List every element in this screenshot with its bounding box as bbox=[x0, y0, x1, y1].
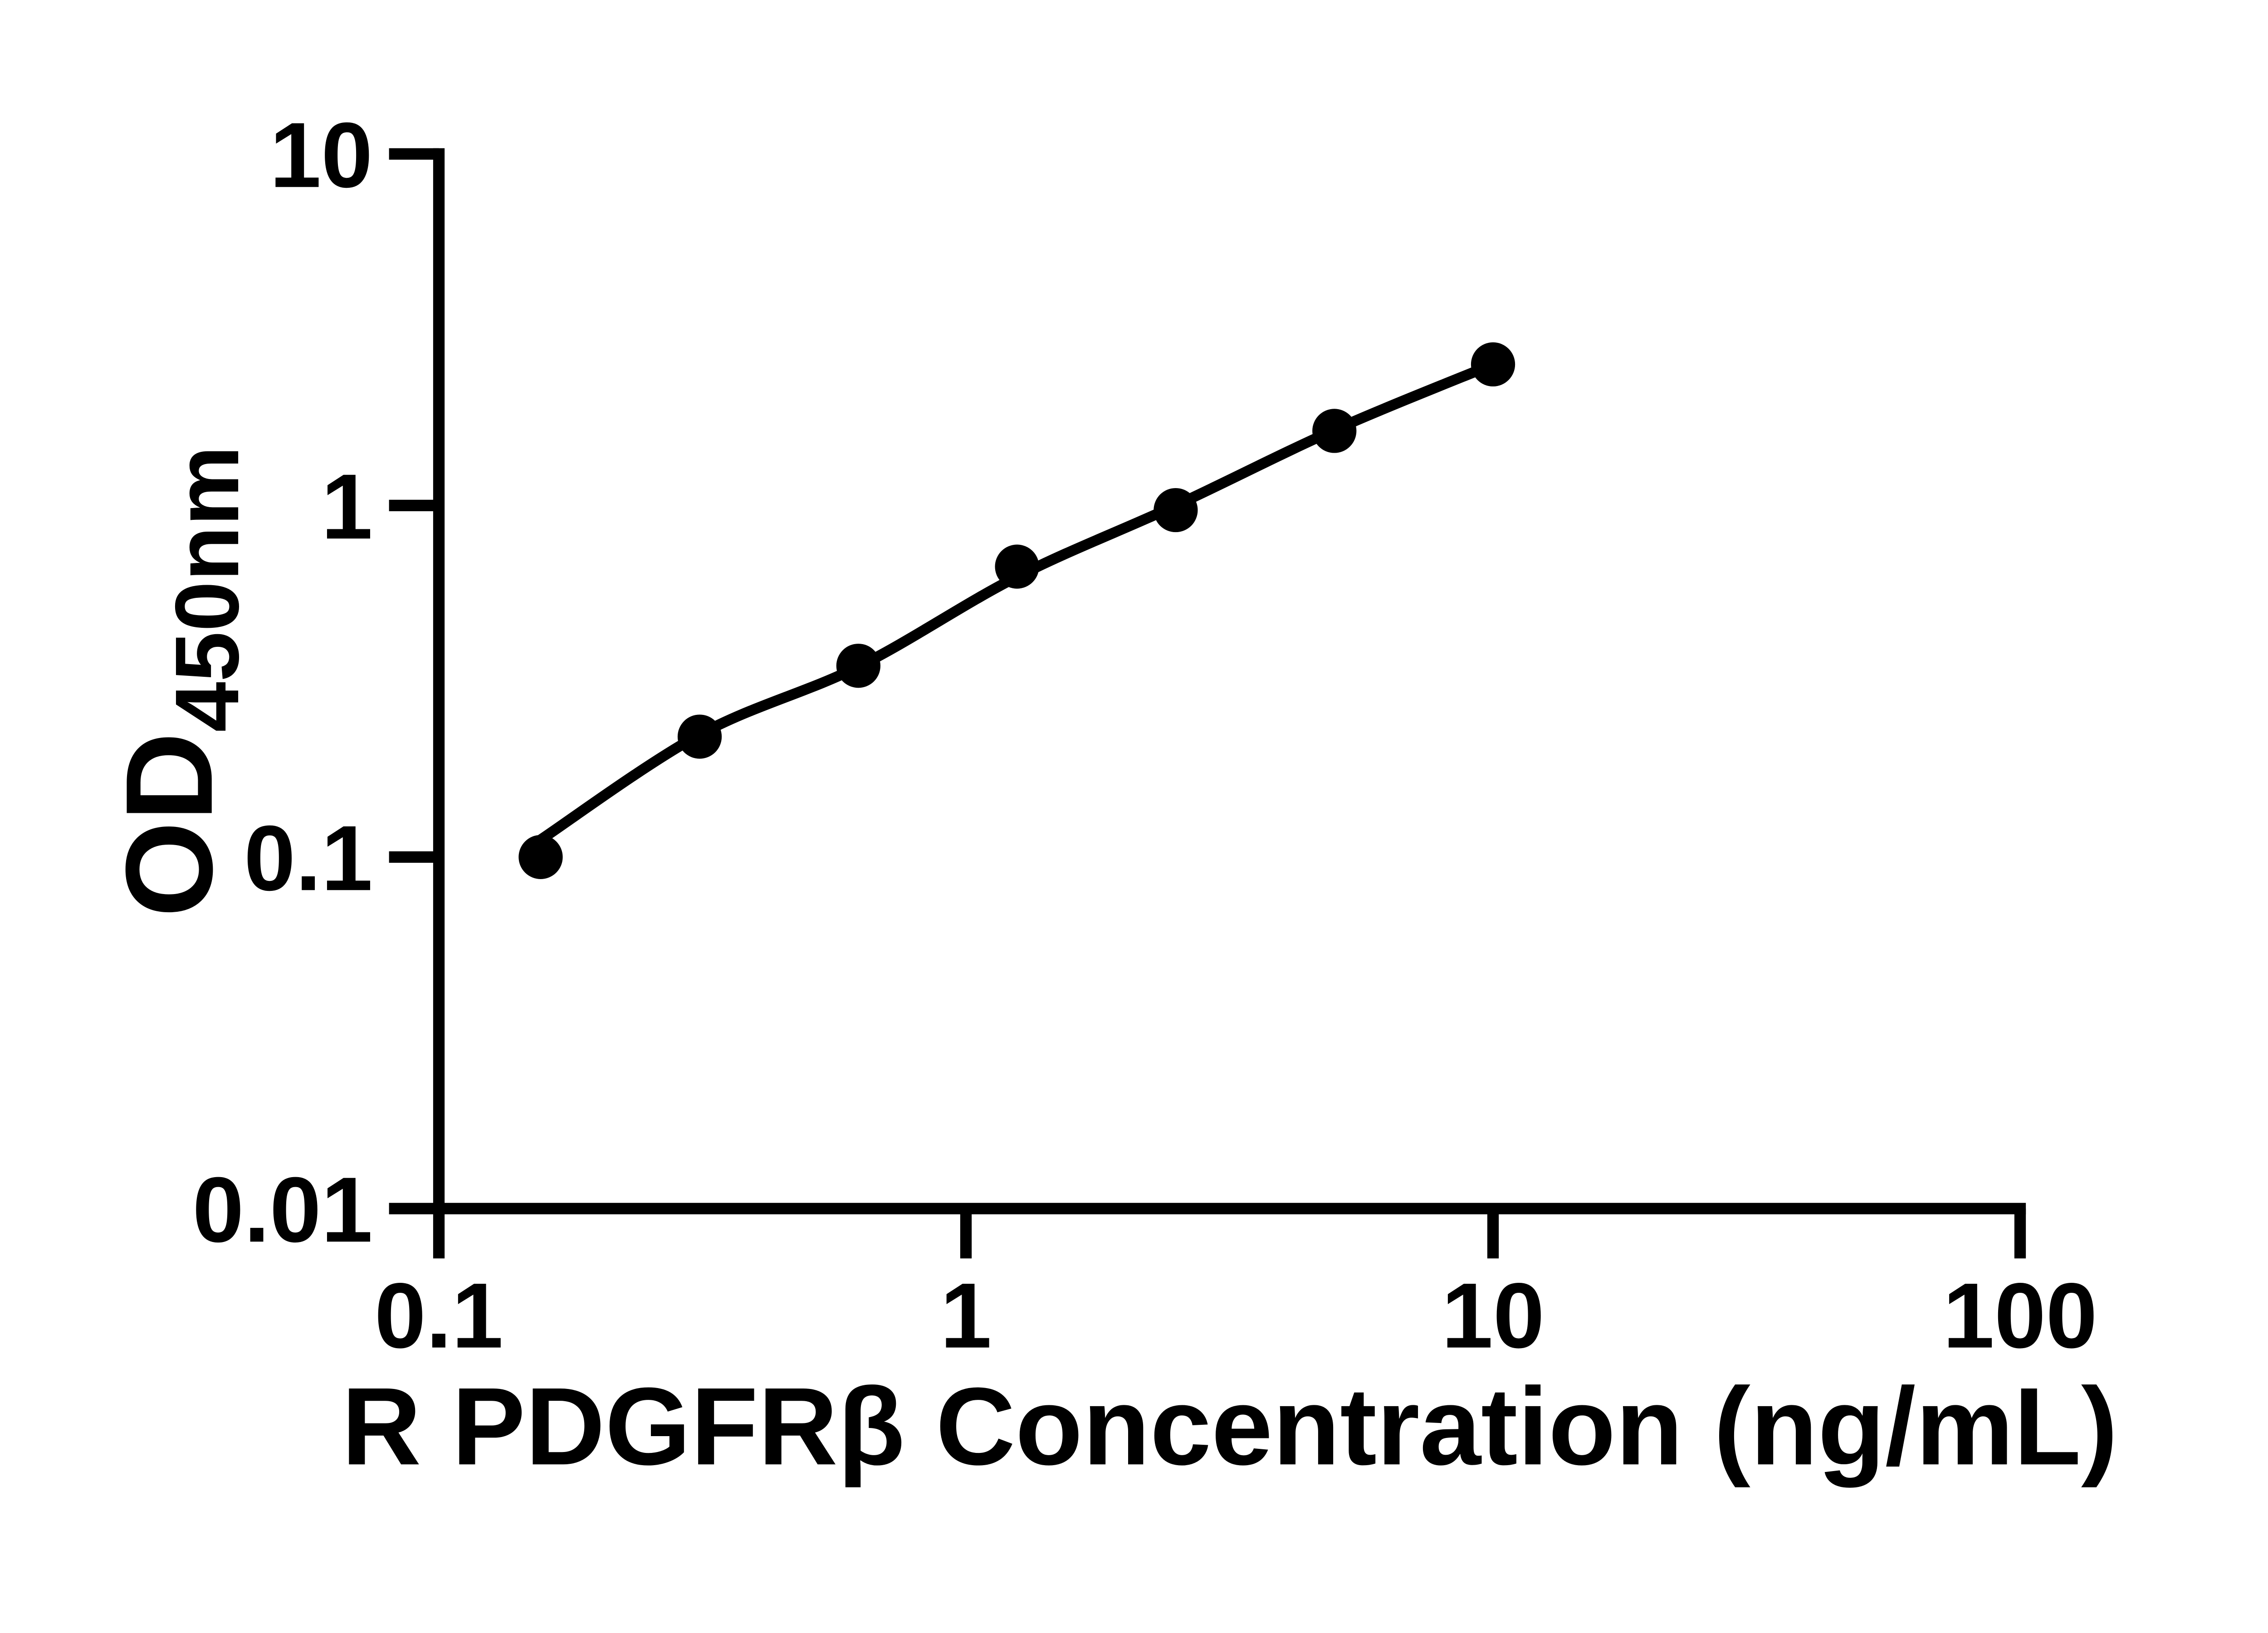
x-tick-label: 1 bbox=[940, 1264, 992, 1368]
data-point bbox=[995, 544, 1039, 589]
data-point bbox=[836, 644, 880, 688]
x-tick-label: 0.1 bbox=[375, 1264, 503, 1368]
y-tick-label: 0.01 bbox=[192, 1158, 372, 1261]
x-tick-labels: 0.1 1 10 100 bbox=[375, 1264, 2097, 1368]
y-axis-title-main: OD bbox=[100, 732, 238, 917]
y-tick-label: 0.1 bbox=[244, 807, 373, 910]
y-tick-labels: 10 1 0.1 0.01 bbox=[192, 103, 372, 1261]
x-axis-title: R PDGFRβ Concentration (ng/mL) bbox=[342, 1364, 2118, 1488]
y-axis-title-subscript: 450nm bbox=[157, 445, 258, 732]
x-tick-label: 100 bbox=[1943, 1264, 2097, 1368]
elisa-standard-curve-figure: 0.1 1 10 100 10 1 0.1 0.01 R PDGFRβ Concentrat… bbox=[100, 103, 2118, 1488]
data-point bbox=[1154, 488, 1198, 533]
y-tick-label: 10 bbox=[270, 103, 373, 207]
x-tick-label: 10 bbox=[1442, 1264, 1545, 1368]
data-point bbox=[1312, 409, 1357, 453]
plot-axes bbox=[389, 148, 2026, 1259]
data-points bbox=[518, 342, 1515, 879]
data-point bbox=[518, 835, 563, 879]
y-tick-label: 1 bbox=[321, 455, 373, 558]
y-axis-title: OD450nm bbox=[100, 445, 258, 917]
data-point bbox=[1471, 342, 1515, 386]
data-point bbox=[677, 714, 722, 759]
